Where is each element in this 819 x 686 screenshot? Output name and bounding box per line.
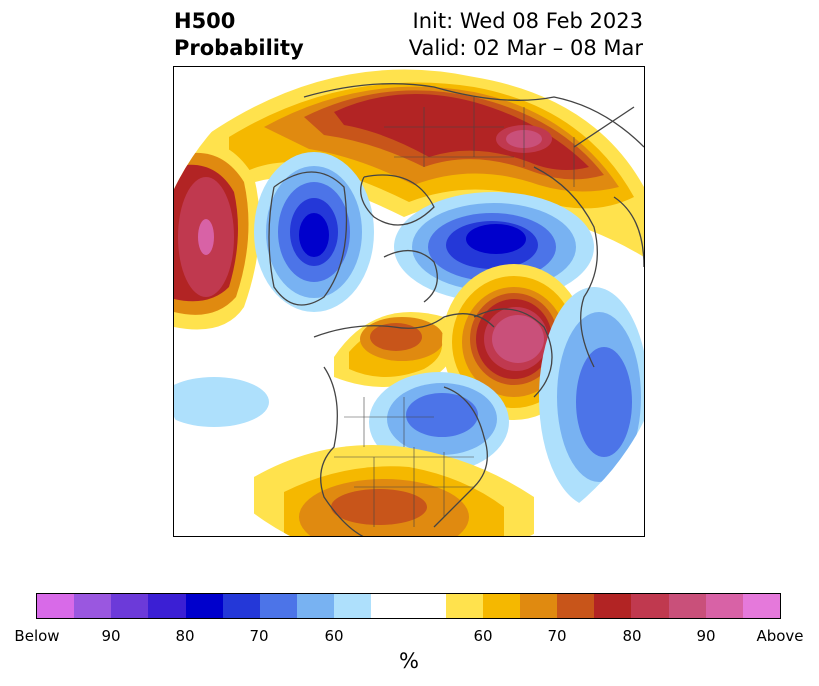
colorbar-segment [557,594,595,618]
colorbar-tick-label: 80 [622,627,642,645]
colorbar-segment [705,594,743,618]
coastlines [268,83,644,536]
borders [334,97,575,527]
colorbar-segment [371,594,446,618]
colorbar-segment [222,594,260,618]
colorbar-segment [259,594,298,618]
probability-shading [174,67,644,536]
colorbar-segment [482,594,521,618]
colorbar-tick-label: 80 [175,627,195,645]
colorbar-tick-label: 70 [547,627,567,645]
colorbar-unit: % [399,649,419,673]
colorbar-segment [74,594,112,618]
colorbar-tick-label: Below [14,627,60,645]
colorbar-tick-label: Above [756,627,804,645]
colorbar-segment [668,594,706,618]
colorbar-segment [297,594,335,618]
colorbar-segment [148,594,186,618]
colorbar-segment [594,594,632,618]
colorbar-segment [185,594,223,618]
valid-range: Valid: 02 Mar – 08 Mar [408,36,643,60]
probability-map [173,66,645,537]
colorbar-tick-label: 90 [696,627,716,645]
colorbar-segment [742,594,781,618]
colorbar-tick-label: 60 [473,627,493,645]
colorbar-tick-label: 70 [249,627,269,645]
colorbar-segment [631,594,669,618]
colorbar-tick-label: 60 [324,627,344,645]
map-title: H500 Probability [174,8,304,62]
title-type: Probability [174,36,304,60]
map-dates: Init: Wed 08 Feb 2023 Valid: 02 Mar – 08… [409,8,643,62]
colorbar-segment [445,594,483,618]
colorbar-segment [37,594,75,618]
colorbar-segment [334,594,372,618]
colorbar-tick-label: 90 [101,627,121,645]
map-svg [174,67,644,536]
colorbar-segment [111,594,149,618]
title-variable: H500 [174,9,236,33]
colorbar-segment [520,594,558,618]
init-date: Init: Wed 08 Feb 2023 [412,9,643,33]
colorbar [36,593,781,619]
